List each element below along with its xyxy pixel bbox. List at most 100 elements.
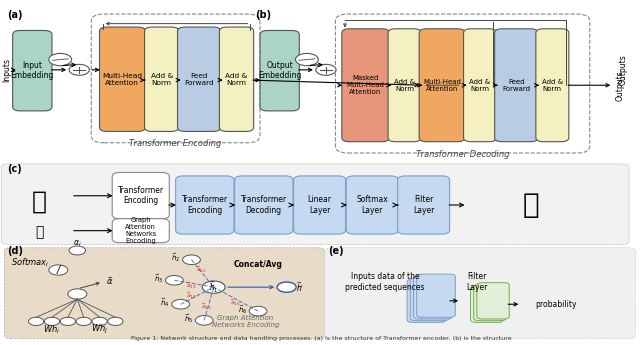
FancyBboxPatch shape xyxy=(410,278,449,321)
FancyBboxPatch shape xyxy=(470,286,503,322)
FancyBboxPatch shape xyxy=(407,279,446,322)
Text: Graph
Attention
Networks
Encoding: Graph Attention Networks Encoding xyxy=(125,217,156,244)
Text: Masked
Multi-Head
Attention: Masked Multi-Head Attention xyxy=(347,75,385,95)
Text: Transformer
Decoding: Transformer Decoding xyxy=(241,195,287,215)
Text: Outputs: Outputs xyxy=(615,70,624,101)
Text: Inputs: Inputs xyxy=(2,58,11,82)
FancyBboxPatch shape xyxy=(175,176,234,234)
Circle shape xyxy=(69,65,90,75)
Text: Inputs data of the
predicted sequences: Inputs data of the predicted sequences xyxy=(345,272,425,292)
Circle shape xyxy=(166,276,183,285)
Text: $\vec{a}_{14}$: $\vec{a}_{14}$ xyxy=(186,291,197,302)
FancyBboxPatch shape xyxy=(536,29,569,142)
Text: $\vec{h}'$: $\vec{h}'$ xyxy=(296,280,305,294)
FancyBboxPatch shape xyxy=(220,27,253,131)
Circle shape xyxy=(92,317,107,325)
Text: 🛰: 🛰 xyxy=(32,190,47,214)
Text: 🛣: 🛣 xyxy=(522,191,539,219)
Text: Add &
Norm: Add & Norm xyxy=(225,73,248,86)
Text: Transformer Encoding: Transformer Encoding xyxy=(129,139,222,148)
Text: Softmax
Layer: Softmax Layer xyxy=(356,195,388,215)
Text: Filter
Layer: Filter Layer xyxy=(413,195,435,215)
Circle shape xyxy=(68,289,87,299)
Text: Filter
Layer: Filter Layer xyxy=(466,272,488,292)
FancyBboxPatch shape xyxy=(260,30,300,111)
FancyBboxPatch shape xyxy=(463,29,497,142)
Text: $\vec{a}_{16}$: $\vec{a}_{16}$ xyxy=(230,298,241,308)
Circle shape xyxy=(195,316,213,325)
FancyBboxPatch shape xyxy=(112,172,170,219)
FancyBboxPatch shape xyxy=(413,276,452,319)
Text: $\vec{h}_6$: $\vec{h}_6$ xyxy=(237,303,247,316)
Text: (a): (a) xyxy=(8,10,23,20)
FancyBboxPatch shape xyxy=(177,27,221,131)
Circle shape xyxy=(277,282,296,292)
FancyBboxPatch shape xyxy=(346,176,398,234)
Text: Linear
Layer: Linear Layer xyxy=(308,195,332,215)
Text: Output
Embedding: Output Embedding xyxy=(258,61,301,80)
Text: Concat/Avg: Concat/Avg xyxy=(234,260,282,269)
FancyBboxPatch shape xyxy=(235,176,293,234)
FancyBboxPatch shape xyxy=(145,27,179,131)
Circle shape xyxy=(49,53,72,66)
Text: Multi-Head
Attention: Multi-Head Attention xyxy=(423,79,461,92)
Text: Figure 1: Network structure and data handling processes. (a) is the structure of: Figure 1: Network structure and data han… xyxy=(131,336,512,341)
Text: 🚗: 🚗 xyxy=(35,225,44,239)
Circle shape xyxy=(76,317,92,325)
Text: $\alpha_i$: $\alpha_i$ xyxy=(73,238,81,249)
Text: /: / xyxy=(57,265,60,275)
Text: $\vec{\alpha}$: $\vec{\alpha}$ xyxy=(106,275,113,287)
Text: Outputs: Outputs xyxy=(618,55,627,85)
FancyBboxPatch shape xyxy=(13,30,52,111)
Text: (c): (c) xyxy=(8,164,22,174)
Text: Add &
Norm: Add & Norm xyxy=(470,79,491,92)
FancyBboxPatch shape xyxy=(112,219,170,243)
Text: $\vec{h}_1$: $\vec{h}_1$ xyxy=(209,279,219,295)
Circle shape xyxy=(182,255,200,265)
Text: Input
Embedding: Input Embedding xyxy=(11,61,54,80)
Text: $Wh_i$: $Wh_i$ xyxy=(44,324,61,336)
Text: $Wh_j$: $Wh_j$ xyxy=(91,323,108,336)
Text: Add &
Norm: Add & Norm xyxy=(394,79,415,92)
Text: Feed
Forward: Feed Forward xyxy=(502,79,530,92)
Text: $\vec{a}_{13}$: $\vec{a}_{13}$ xyxy=(186,280,197,290)
Circle shape xyxy=(249,306,267,316)
FancyBboxPatch shape xyxy=(397,176,450,234)
FancyBboxPatch shape xyxy=(4,248,324,338)
Text: $\vec{h}_5$: $\vec{h}_5$ xyxy=(184,312,193,325)
FancyBboxPatch shape xyxy=(477,283,509,319)
Circle shape xyxy=(60,317,76,325)
FancyBboxPatch shape xyxy=(417,274,455,317)
Text: $\vec{a}_{15}$: $\vec{a}_{15}$ xyxy=(200,302,212,312)
Text: Add &
Norm: Add & Norm xyxy=(542,79,563,92)
Text: Transformer
Encoding: Transformer Encoding xyxy=(118,186,164,205)
FancyBboxPatch shape xyxy=(324,248,636,338)
Text: Transformer
Encoding: Transformer Encoding xyxy=(182,195,228,215)
Text: $\vec{h}_4$: $\vec{h}_4$ xyxy=(160,296,170,309)
Text: (d): (d) xyxy=(8,246,24,256)
Text: probability: probability xyxy=(536,300,577,309)
FancyBboxPatch shape xyxy=(100,27,145,131)
Circle shape xyxy=(44,317,60,325)
Circle shape xyxy=(316,65,336,75)
Text: $\vec{a}_{12}$: $\vec{a}_{12}$ xyxy=(195,265,207,275)
Text: Add &
Norm: Add & Norm xyxy=(150,73,173,86)
Text: Feed
Forward: Feed Forward xyxy=(184,73,214,86)
Text: Multi-Head
Attention: Multi-Head Attention xyxy=(102,73,142,86)
Text: Transformer Decoding: Transformer Decoding xyxy=(415,150,509,159)
FancyBboxPatch shape xyxy=(342,29,389,142)
FancyBboxPatch shape xyxy=(495,29,538,142)
Text: (b): (b) xyxy=(255,10,271,20)
FancyBboxPatch shape xyxy=(294,176,346,234)
Circle shape xyxy=(296,53,318,66)
Text: $Softmax_i$: $Softmax_i$ xyxy=(10,257,49,269)
Text: (e): (e) xyxy=(328,246,344,256)
Circle shape xyxy=(202,281,225,293)
FancyBboxPatch shape xyxy=(419,29,465,142)
Circle shape xyxy=(108,317,123,325)
Circle shape xyxy=(49,265,68,275)
FancyBboxPatch shape xyxy=(474,284,506,321)
FancyBboxPatch shape xyxy=(1,164,629,244)
Circle shape xyxy=(69,246,86,255)
Text: Graph Attention
Networks Encoding: Graph Attention Networks Encoding xyxy=(212,315,279,328)
